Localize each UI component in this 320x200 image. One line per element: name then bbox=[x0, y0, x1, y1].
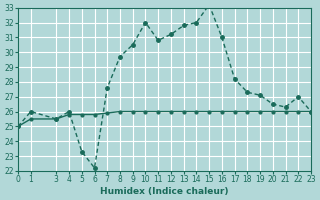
X-axis label: Humidex (Indice chaleur): Humidex (Indice chaleur) bbox=[100, 187, 229, 196]
